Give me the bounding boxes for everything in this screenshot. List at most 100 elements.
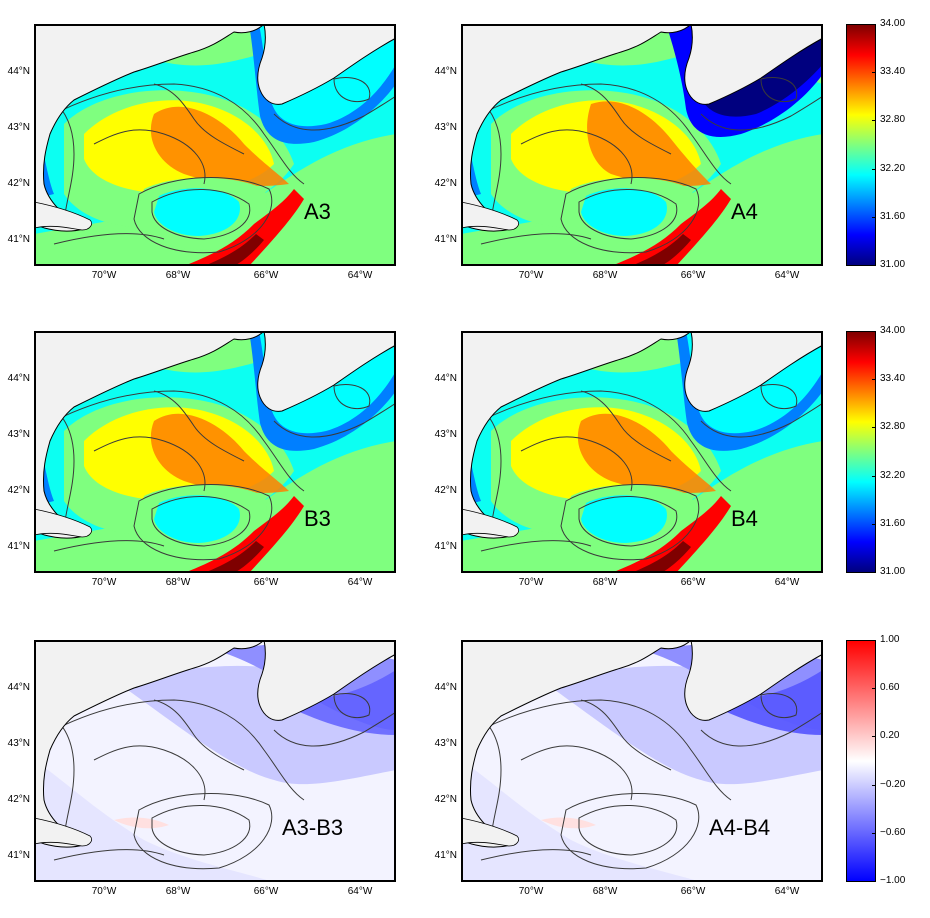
colorbar-tick-mark (872, 24, 876, 25)
colorbar-tick-label: 31.00 (880, 566, 906, 577)
lon-tick-label: 66°W (680, 886, 706, 897)
colorbar-tick-mark (872, 688, 876, 690)
lat-tick-label: 42°N (434, 178, 457, 189)
lat-tick-label: 44°N (434, 682, 457, 693)
lon-tick-label: 66°W (680, 577, 706, 588)
colorbar-tick-label: 1.00 (880, 634, 900, 645)
lat-tick-label: 44°N (7, 373, 30, 384)
colorbar-tick-mark (872, 572, 876, 573)
lon-tick-label: 70°W (91, 270, 117, 281)
lat-tick-label: 44°N (434, 66, 457, 77)
colorbar-tick-mark (872, 523, 876, 525)
lon-tick-label: 70°W (518, 886, 544, 897)
salinity-map-a4-b4 (461, 640, 823, 882)
colorbar-tick-label: −0.60 (880, 826, 906, 838)
panel-label: B4 (731, 506, 758, 531)
lon-tick-label: 68°W (165, 886, 191, 897)
panel-label: A3-B3 (282, 815, 344, 840)
lon-tick-label: 66°W (253, 577, 279, 588)
lon-tick-label: 66°W (253, 270, 279, 281)
lon-tick-label: 64°W (347, 886, 373, 897)
colorbar-tick-mark (872, 379, 876, 381)
map-panel-a4-b4: A4-B4 (461, 640, 823, 882)
lat-tick-label: 43°N (7, 122, 30, 133)
lon-tick-label: 66°W (680, 270, 706, 281)
panel-label: A4 (731, 199, 758, 224)
map-panel-b3: B3 (34, 331, 396, 573)
colorbar-tick-mark (872, 427, 876, 429)
colorbar-tick-mark (872, 331, 876, 332)
colorbar-tick-mark (872, 265, 876, 266)
colorbar-tick-label: 0.20 (880, 730, 900, 742)
colorbar-tick-label: 33.40 (880, 373, 906, 385)
lon-tick-label: 68°W (165, 577, 191, 588)
panel-label: B3 (304, 506, 331, 531)
lat-tick-label: 42°N (7, 178, 30, 189)
lon-tick-label: 64°W (774, 270, 800, 281)
lat-tick-label: 41°N (434, 850, 457, 861)
lon-tick-label: 68°W (592, 270, 618, 281)
colorbar-tick-label: −0.20 (880, 778, 906, 790)
lat-tick-label: 43°N (434, 429, 457, 440)
salinity-map-b3 (34, 331, 396, 573)
colorbar-tick-label: 32.80 (880, 114, 906, 126)
lon-tick-label: 64°W (347, 270, 373, 281)
colorbar-tick-mark (872, 832, 876, 834)
colorbar-tick-label: 32.20 (880, 469, 906, 481)
colorbar-tick-label: 31.00 (880, 259, 906, 270)
lon-tick-label: 68°W (165, 270, 191, 281)
lon-tick-label: 64°W (347, 577, 373, 588)
map-panel-a3: A3 (34, 24, 396, 266)
colorbar-tick-mark (872, 881, 876, 882)
lon-tick-label: 70°W (91, 886, 117, 897)
lon-tick-label: 68°W (592, 886, 618, 897)
map-panel-a3-b3: A3-B3 (34, 640, 396, 882)
lat-tick-label: 44°N (434, 373, 457, 384)
lon-tick-label: 64°W (774, 577, 800, 588)
colorbar-difference (846, 640, 876, 882)
colorbar-tick-label: 31.60 (880, 210, 906, 222)
colorbar-tick-label: 31.60 (880, 517, 906, 529)
lat-tick-label: 42°N (7, 794, 30, 805)
lat-tick-label: 43°N (7, 738, 30, 749)
colorbar-tick-mark (872, 736, 876, 738)
lon-tick-label: 68°W (592, 577, 618, 588)
lon-tick-label: 64°W (774, 886, 800, 897)
colorbar-salinity-2 (846, 331, 876, 573)
lon-tick-label: 66°W (253, 886, 279, 897)
panel-label: A4-B4 (709, 815, 771, 840)
lat-tick-label: 41°N (7, 850, 30, 861)
salinity-map-a3 (34, 24, 396, 266)
colorbar-tick-label: 32.80 (880, 421, 906, 433)
colorbar-tick-label: 33.40 (880, 66, 906, 78)
colorbar-salinity-1 (846, 24, 876, 266)
colorbar-tick-label: 34.00 (880, 325, 906, 336)
colorbar-tick-label: 32.20 (880, 162, 906, 174)
salinity-map-b4 (461, 331, 823, 573)
lat-tick-label: 41°N (7, 234, 30, 245)
colorbar-tick-label: 0.60 (880, 682, 900, 694)
lon-tick-label: 70°W (518, 270, 544, 281)
salinity-map-a4 (461, 24, 823, 266)
lat-tick-label: 43°N (434, 122, 457, 133)
colorbar-tick-mark (872, 168, 876, 170)
lat-tick-label: 41°N (434, 234, 457, 245)
colorbar-tick-mark (872, 475, 876, 477)
lat-tick-label: 41°N (434, 541, 457, 552)
lat-tick-label: 44°N (7, 682, 30, 693)
lat-tick-label: 42°N (434, 485, 457, 496)
panel-label: A3 (304, 199, 331, 224)
colorbar-tick-mark (872, 120, 876, 122)
lon-tick-label: 70°W (91, 577, 117, 588)
colorbar-tick-mark (872, 72, 876, 74)
colorbar-tick-label: 34.00 (880, 18, 906, 29)
colorbar-tick-mark (872, 640, 876, 641)
colorbar-tick-mark (872, 784, 876, 786)
lat-tick-label: 43°N (7, 429, 30, 440)
lat-tick-label: 43°N (434, 738, 457, 749)
map-panel-a4: A4 (461, 24, 823, 266)
lat-tick-label: 41°N (7, 541, 30, 552)
colorbar-tick-label: −1.00 (880, 875, 906, 886)
salinity-map-a3-b3 (34, 640, 396, 882)
lat-tick-label: 44°N (7, 66, 30, 77)
